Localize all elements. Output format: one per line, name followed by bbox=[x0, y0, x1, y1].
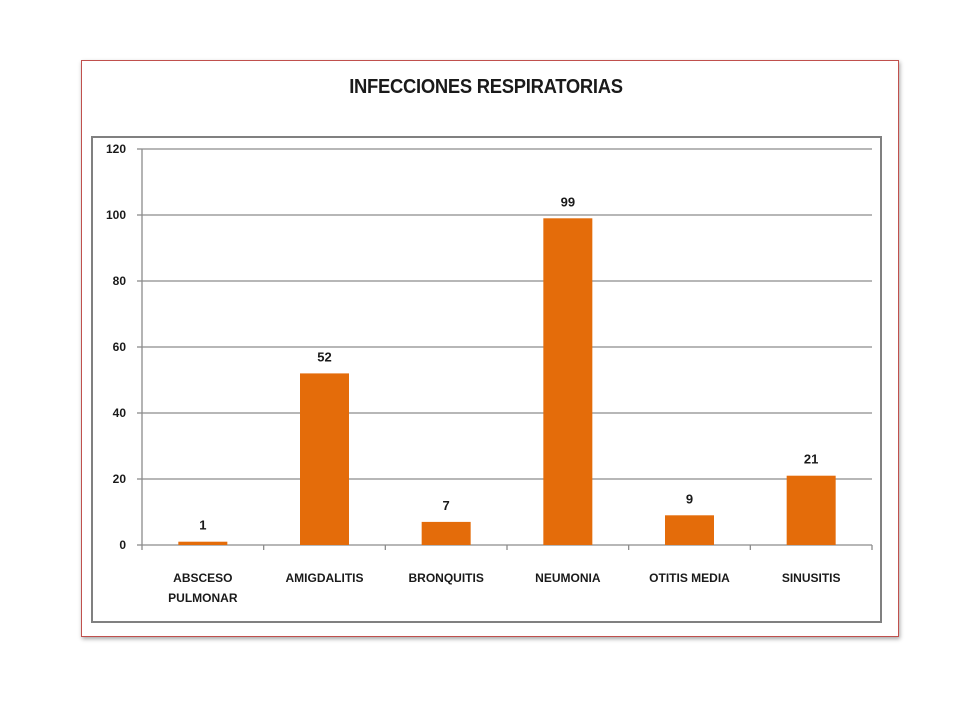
x-tick-label: NEUMONIA bbox=[535, 571, 601, 585]
x-tick-label: BRONQUITIS bbox=[408, 571, 483, 585]
bar bbox=[665, 515, 714, 545]
data-label: 21 bbox=[804, 452, 818, 467]
x-tick-label: OTITIS MEDIA bbox=[649, 571, 730, 585]
bar bbox=[543, 218, 593, 546]
y-tick-label: 80 bbox=[113, 274, 127, 288]
data-label: 1 bbox=[199, 518, 206, 533]
data-label: 9 bbox=[686, 491, 693, 506]
y-tick-label: 0 bbox=[119, 538, 126, 552]
y-tick-label: 60 bbox=[113, 340, 127, 354]
x-tick-label: ABSCESO bbox=[173, 571, 232, 585]
x-tick-label: PULMONAR bbox=[168, 591, 238, 605]
data-label: 52 bbox=[317, 349, 331, 364]
y-tick-label: 120 bbox=[106, 142, 126, 156]
bar bbox=[300, 373, 349, 545]
data-label: 7 bbox=[443, 498, 450, 513]
data-label: 99 bbox=[561, 194, 575, 209]
bar bbox=[421, 521, 471, 545]
x-tick-label: SINUSITIS bbox=[782, 571, 841, 585]
bar bbox=[786, 475, 836, 545]
bar bbox=[178, 541, 228, 545]
chart-title: INFECCIONES RESPIRATORIAS bbox=[349, 76, 623, 98]
y-tick-label: 20 bbox=[113, 472, 127, 486]
y-tick-label: 100 bbox=[106, 208, 126, 222]
y-tick-label: 40 bbox=[113, 406, 127, 420]
x-tick-label: AMIGDALITIS bbox=[286, 571, 364, 585]
